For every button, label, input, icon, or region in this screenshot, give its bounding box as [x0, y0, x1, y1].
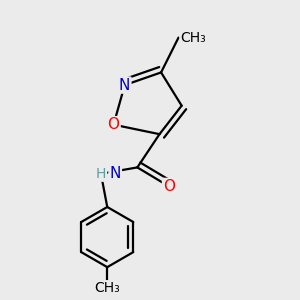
Text: CH₃: CH₃ — [94, 281, 120, 295]
Text: O: O — [163, 179, 175, 194]
Text: N: N — [119, 78, 130, 93]
Text: H: H — [96, 167, 106, 181]
Text: CH₃: CH₃ — [180, 31, 206, 45]
Text: N: N — [110, 166, 121, 181]
Text: O: O — [108, 117, 120, 132]
